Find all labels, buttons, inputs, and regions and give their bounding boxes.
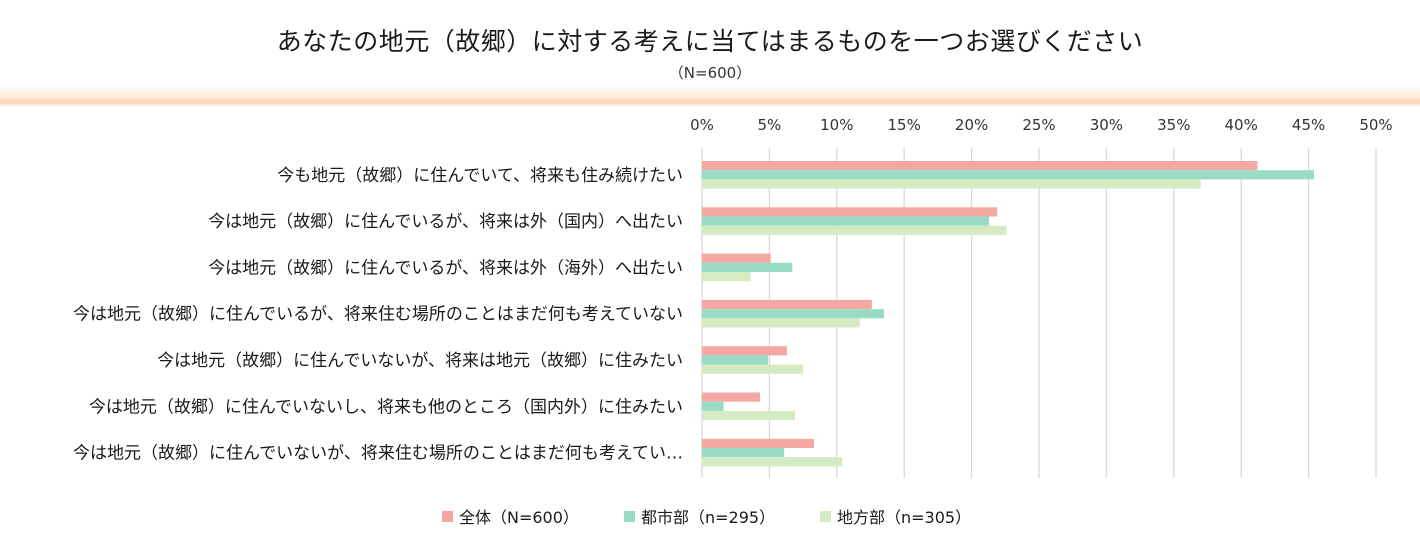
category-label: 今は地元（故郷）に住んでいるが、将来住む場所のことはまだ何も考えていない	[73, 305, 683, 325]
bars	[702, 161, 1314, 467]
bar	[702, 170, 1314, 180]
header-divider-band	[0, 84, 1420, 106]
category-label: 今は地元（故郷）に住んでいないが、将来は地元（故郷）に住みたい	[157, 351, 683, 371]
x-tick-label: 0%	[690, 116, 714, 134]
bar	[702, 262, 793, 272]
legend-swatch	[820, 511, 831, 522]
bar	[702, 179, 1201, 189]
x-tick-label: 35%	[1157, 116, 1190, 134]
legend-label: 全体（N=600）	[459, 508, 579, 527]
bar	[702, 299, 872, 310]
bar	[702, 410, 796, 421]
bar	[702, 364, 804, 374]
x-axis-ticks: 0% 5% 10% 15% 20% 25% 30% 35% 40% 45% 50%	[690, 116, 1393, 134]
category-labels: 今も地元（故郷）に住んでいて、将来も住み続けたい今は地元（故郷）に住んでいるが、…	[73, 166, 683, 464]
bar	[702, 448, 785, 458]
bar	[702, 253, 771, 263]
legend: 全体（N=600） 都市部（n=295） 地方部（n=305）	[442, 508, 971, 527]
category-label: 今は地元（故郷）に住んでいるが、将来は外（国内）へ出たい	[208, 212, 683, 232]
bar	[702, 272, 751, 282]
bar	[702, 392, 760, 402]
x-tick-label: 10%	[820, 116, 853, 134]
bar	[702, 457, 843, 467]
x-tick-label: 45%	[1292, 116, 1325, 134]
bar	[702, 438, 814, 448]
legend-label: 地方部（n=305）	[837, 508, 971, 527]
x-tick-label: 20%	[955, 116, 988, 134]
legend-swatch	[624, 511, 635, 522]
bar	[702, 161, 1258, 171]
gridlines	[701, 148, 1377, 478]
bar	[702, 401, 724, 411]
x-tick-label: 50%	[1359, 116, 1392, 134]
chart-subtitle: （N=600）	[668, 64, 752, 82]
chart-title: あなたの地元（故郷）に対する考えに当てはまるものを一つお選びください	[276, 27, 1144, 56]
legend-swatch	[442, 511, 453, 522]
x-tick-label: 40%	[1225, 116, 1258, 134]
x-tick-label: 25%	[1022, 116, 1055, 134]
category-label: 今は地元（故郷）に住んでいるが、将来は外（海外）へ出たい	[208, 258, 683, 278]
x-tick-label: 15%	[888, 116, 921, 134]
bar	[702, 225, 1007, 235]
bar	[702, 216, 990, 226]
legend-label: 都市部（n=295）	[641, 508, 775, 527]
bar	[702, 318, 860, 328]
bar	[702, 207, 998, 217]
x-tick-label: 5%	[758, 116, 782, 134]
bar	[702, 355, 769, 365]
bar	[702, 346, 787, 356]
category-label: 今も地元（故郷）に住んでいて、将来も住み続けたい	[277, 166, 683, 186]
bar	[702, 309, 884, 319]
category-label: 今は地元（故郷）に住んでいないが、将来住む場所のことはまだ何も考えてい…	[73, 444, 683, 464]
x-tick-label: 30%	[1090, 116, 1123, 134]
category-label: 今は地元（故郷）に住んでいないし、将来も他のところ（国内外）に住みたい	[89, 397, 683, 417]
